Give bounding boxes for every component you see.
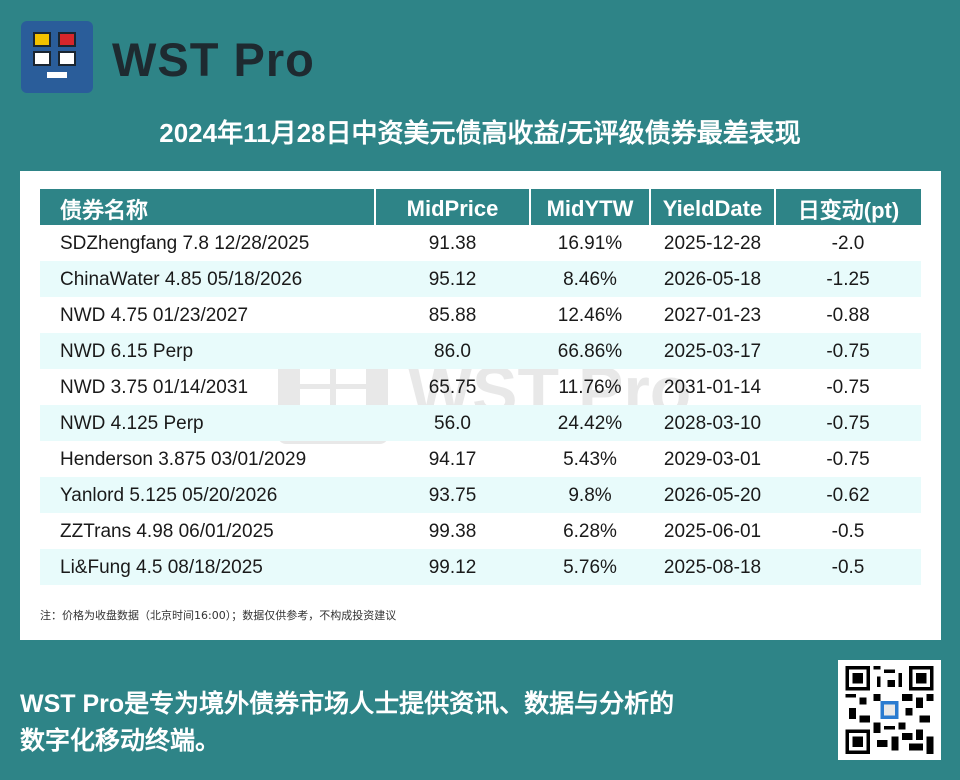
cell-daily-change: -0.5 [831,521,865,542]
column-header-midytw: MidYTW [530,189,651,225]
cell-yielddate: 2025-08-18 [650,549,775,585]
cell-yielddate: 2025-03-17 [650,333,775,369]
cell-midytw: 5.43% [563,449,617,470]
footer-tagline: WST Pro是专为境外债券市场人士提供资讯、数据与分析的 数字化移动终端。 [20,686,800,760]
column-header-midprice: MidPrice [375,189,531,225]
table-row: Li&Fung 4.5 08/18/2025 99.12 5.76% 2025-… [40,549,921,585]
qr-code-icon [838,660,941,760]
cell-daily-change: -1.25 [775,261,921,297]
cell-daily-change: -0.75 [775,333,921,369]
cell-daily-change: -0.75 [775,405,921,441]
column-header-daily-change: 日变动(pt) [775,189,921,225]
logo-white-square [58,51,76,66]
cell-midytw: 5.76% [530,549,650,585]
logo-stand [47,72,67,78]
table-row: Henderson 3.875 03/01/2029 94.17 5.43% 2… [40,441,921,477]
cell-midytw: 24.42% [530,405,650,441]
cell-daily-change: -0.75 [826,449,870,470]
cell-midytw: 9.8% [530,477,650,513]
brand-name: WST Pro [112,33,315,86]
table-row: ZZTrans 4.98 06/01/2025 99.38 6.28% 2025… [40,513,921,549]
cell-yielddate: 2026-05-20 [650,477,775,513]
cell-midprice: 56.0 [375,405,530,441]
logo-white-square [33,51,51,66]
column-header-yielddate: YieldDate [650,189,776,225]
cell-midytw: 16.91% [557,233,623,254]
cell-midprice: 99.12 [375,549,530,585]
table-row: Yanlord 5.125 05/20/2026 93.75 9.8% 2026… [40,477,921,513]
cell-yielddate: 2026-05-18 [650,261,775,297]
cell-midytw: 8.46% [530,261,650,297]
cell-bond-name: SDZhengfang 7.8 12/28/2025 [60,233,310,254]
bond-table: 债券名称 MidPrice MidYTW YieldDate 日变动(pt) S… [40,189,921,585]
cell-bond-name: ZZTrans 4.98 06/01/2025 [60,521,274,542]
cell-midprice: 94.17 [428,449,477,470]
cell-bond-name: NWD 3.75 01/14/2031 [60,377,249,398]
cell-midprice: 93.75 [375,477,530,513]
cell-bond-name: NWD 4.125 Perp [40,405,375,441]
cell-bond-name: Henderson 3.875 03/01/2029 [60,449,307,470]
cell-midytw: 12.46% [557,305,623,326]
disclaimer-note: 注：价格为收盘数据（北京时间16:00）；数据仅供参考，不构成投资建议 [40,609,397,622]
table-card: WST Pro 债券名称 MidPrice MidYTW YieldDate 日… [20,171,941,640]
page-title: 2024年11月28日中资美元债高收益/无评级债券最差表现 [159,118,801,148]
table-row: SDZhengfang 7.8 12/28/2025 91.38 16.91% … [40,225,921,261]
column-header-bond-name: 债券名称 [40,189,376,225]
cell-yielddate: 2031-01-14 [663,377,762,398]
table-row: ChinaWater 4.85 05/18/2026 95.12 8.46% 2… [40,261,921,297]
logo-yellow-square [33,32,51,47]
cell-daily-change: -0.5 [775,549,921,585]
cell-yielddate: 2029-03-01 [663,449,762,470]
cell-midprice: 95.12 [375,261,530,297]
cell-bond-name: Li&Fung 4.5 08/18/2025 [40,549,375,585]
cell-midprice: 85.88 [428,305,477,326]
cell-midprice: 91.38 [428,233,477,254]
cell-midprice: 65.75 [428,377,477,398]
logo-red-square [58,32,76,47]
cell-yielddate: 2025-12-28 [663,233,762,254]
table-header-row: 债券名称 MidPrice MidYTW YieldDate 日变动(pt) [40,189,921,225]
cell-yielddate: 2028-03-10 [650,405,775,441]
cell-daily-change: -0.75 [826,377,870,398]
cell-midprice: 86.0 [375,333,530,369]
table-row: NWD 4.75 01/23/2027 85.88 12.46% 2027-01… [40,297,921,333]
cell-bond-name: NWD 6.15 Perp [40,333,375,369]
table-row: NWD 4.125 Perp 56.0 24.42% 2028-03-10 -0… [40,405,921,441]
cell-daily-change: -2.0 [831,233,865,254]
cell-daily-change: -0.62 [775,477,921,513]
cell-bond-name: NWD 4.75 01/23/2027 [60,305,249,326]
cell-bond-name: ChinaWater 4.85 05/18/2026 [40,261,375,297]
table-row: NWD 3.75 01/14/2031 65.75 11.76% 2031-01… [40,369,921,405]
cell-midytw: 66.86% [530,333,650,369]
cell-midprice: 99.38 [428,521,477,542]
cell-daily-change: -0.88 [826,305,870,326]
cell-yielddate: 2025-06-01 [663,521,762,542]
footer-line-1: WST Pro是专为境外债券市场人士提供资讯、数据与分析的 [20,690,675,718]
cell-midytw: 6.28% [563,521,617,542]
wst-pro-logo-icon [21,21,93,93]
cell-bond-name: Yanlord 5.125 05/20/2026 [40,477,375,513]
cell-yielddate: 2027-01-23 [663,305,762,326]
cell-midytw: 11.76% [558,377,622,398]
footer-line-2: 数字化移动终端。 [20,727,221,755]
table-row: NWD 6.15 Perp 86.0 66.86% 2025-03-17 -0.… [40,333,921,369]
